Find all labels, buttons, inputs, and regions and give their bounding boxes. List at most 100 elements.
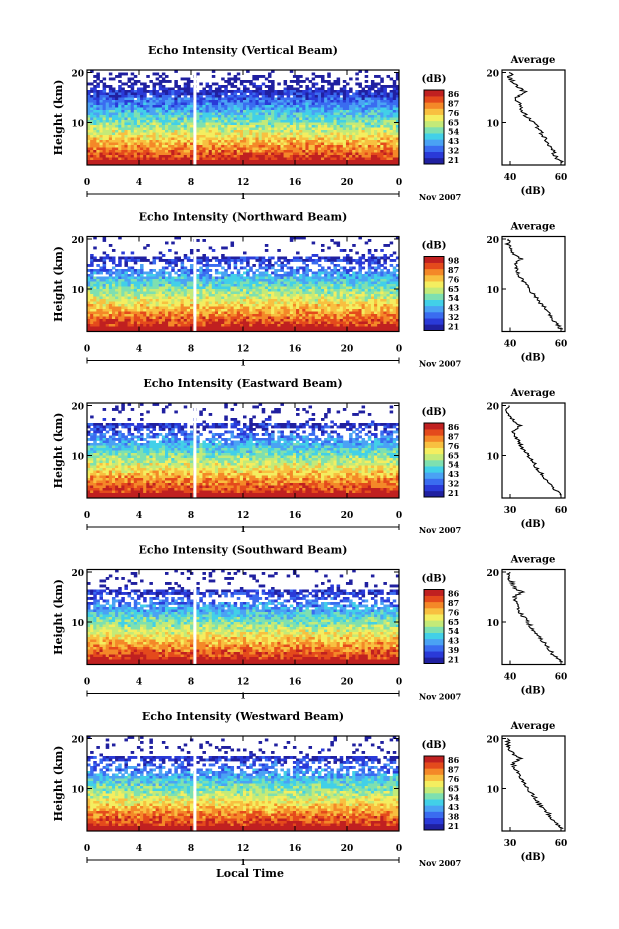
heatmap-cell bbox=[380, 117, 384, 121]
heatmap-cell bbox=[314, 130, 319, 133]
heatmap-cell bbox=[283, 90, 288, 93]
heatmap-cell bbox=[133, 286, 138, 290]
heatmap-cell bbox=[383, 244, 387, 247]
heatmap-cell bbox=[208, 274, 213, 277]
heatmap-cell bbox=[370, 112, 375, 116]
heatmap-cell bbox=[124, 137, 128, 141]
heatmap-cell bbox=[289, 92, 294, 96]
heatmap-cell bbox=[296, 87, 300, 91]
heatmap-cell bbox=[171, 162, 175, 166]
heatmap-cell bbox=[180, 157, 185, 161]
heatmap-cell bbox=[199, 150, 203, 153]
heatmap-cell bbox=[205, 276, 210, 280]
heatmap-cell bbox=[108, 294, 113, 297]
heatmap-cell bbox=[121, 281, 125, 285]
heatmap-cell bbox=[289, 100, 294, 103]
heatmap-cell bbox=[299, 115, 303, 118]
heatmap-cell bbox=[221, 296, 225, 300]
heatmap-cell bbox=[127, 135, 132, 138]
colorbar-cell bbox=[424, 133, 444, 140]
heatmap-cell bbox=[149, 80, 153, 83]
heatmap-cell bbox=[152, 276, 157, 280]
heatmap-cell bbox=[199, 95, 203, 98]
heatmap-cell bbox=[352, 97, 356, 101]
heatmap-cell bbox=[380, 291, 384, 295]
heatmap-cell bbox=[124, 264, 128, 267]
heatmap-cell bbox=[261, 261, 266, 265]
heatmap-cell bbox=[168, 117, 172, 121]
heatmap-cell bbox=[96, 301, 100, 305]
heatmap-cell bbox=[224, 100, 228, 103]
heatmap-cell bbox=[339, 289, 344, 292]
heatmap-cell bbox=[349, 107, 353, 111]
heatmap-cell bbox=[324, 284, 328, 287]
heatmap-cell bbox=[118, 142, 122, 146]
heatmap-cell bbox=[364, 274, 369, 277]
heatmap-cell bbox=[96, 284, 100, 287]
heatmap-cell bbox=[146, 155, 150, 158]
heatmap-cell bbox=[383, 100, 387, 103]
heatmap-cell bbox=[121, 100, 125, 103]
heatmap-cell bbox=[330, 291, 334, 295]
heatmap-cell bbox=[171, 291, 175, 295]
heatmap-cell bbox=[302, 279, 306, 282]
heatmap-cell bbox=[124, 269, 128, 272]
heatmap-cell bbox=[118, 281, 122, 285]
heatmap-cell bbox=[286, 281, 291, 285]
heatmap-cell bbox=[227, 140, 231, 143]
heatmap-cell bbox=[380, 145, 384, 148]
heatmap-cell bbox=[364, 90, 369, 93]
heatmap-cell bbox=[96, 271, 100, 275]
heatmap-cell bbox=[189, 142, 194, 146]
heatmap-cell bbox=[302, 137, 306, 141]
heatmap-cell bbox=[395, 75, 400, 78]
heatmap-cell bbox=[264, 244, 269, 247]
heatmap-cell bbox=[158, 279, 163, 282]
heatmap-cell bbox=[90, 264, 94, 267]
heatmap-cell bbox=[99, 137, 103, 141]
heatmap-cell bbox=[243, 256, 247, 260]
heatmap-cell bbox=[243, 115, 247, 118]
heatmap-cell bbox=[136, 299, 141, 302]
colorbar-cell bbox=[424, 145, 444, 152]
heatmap-cell bbox=[243, 160, 247, 163]
heatmap-cell bbox=[158, 286, 163, 290]
heatmap-cell bbox=[380, 115, 384, 118]
heatmap-cell bbox=[314, 120, 319, 123]
heatmap-cell bbox=[314, 137, 319, 141]
heatmap-cell bbox=[336, 256, 341, 260]
heatmap-cell bbox=[358, 279, 362, 282]
heatmap-cell bbox=[230, 294, 235, 297]
heatmap-cell bbox=[99, 142, 103, 146]
heatmap-cell bbox=[283, 279, 288, 282]
heatmap-cell bbox=[249, 125, 253, 128]
heatmap-cell bbox=[305, 145, 309, 148]
heatmap-cell bbox=[130, 150, 135, 153]
heatmap-cell bbox=[267, 152, 272, 156]
heatmap-cell bbox=[214, 120, 219, 123]
heatmap-cell bbox=[136, 286, 141, 290]
heatmap-cell bbox=[361, 281, 366, 285]
heatmap-cell bbox=[311, 105, 316, 108]
heatmap-cell bbox=[361, 97, 366, 101]
heatmap-cell bbox=[377, 92, 381, 96]
heatmap-cell bbox=[208, 269, 213, 272]
heatmap-cell bbox=[221, 155, 225, 158]
heatmap-cell bbox=[261, 137, 266, 141]
heatmap-cell bbox=[258, 271, 263, 275]
heatmap-cell bbox=[289, 102, 294, 106]
heatmap-cell bbox=[339, 140, 344, 143]
heatmap-cell bbox=[324, 107, 328, 111]
heatmap-cell bbox=[199, 115, 203, 118]
heatmap-cell bbox=[108, 125, 113, 128]
heatmap-cell bbox=[314, 107, 319, 111]
heatmap-cell bbox=[383, 276, 387, 280]
heatmap-cell bbox=[361, 162, 366, 166]
heatmap-cell bbox=[311, 135, 316, 138]
heatmap-cell bbox=[165, 95, 169, 98]
heatmap-cell bbox=[249, 140, 253, 143]
heatmap-cell bbox=[258, 296, 263, 300]
heatmap-cell bbox=[136, 110, 141, 113]
heatmap-cell bbox=[199, 147, 203, 151]
heatmap-cell bbox=[218, 264, 222, 267]
